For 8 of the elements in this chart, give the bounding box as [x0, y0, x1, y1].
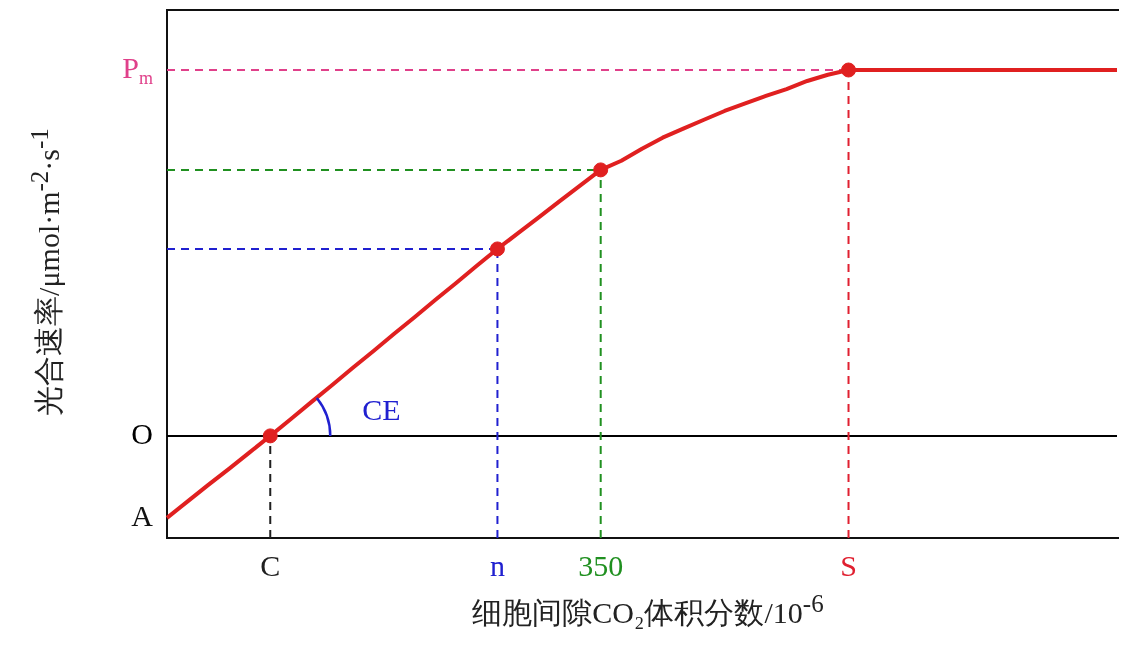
x-tick-label: n	[489, 548, 505, 582]
annotation: CE	[362, 392, 401, 426]
x-tick-label: C	[260, 548, 281, 582]
x-axis-title: 细胞间隙CO₂体积分数/10$^{-6}$	[471, 590, 825, 631]
text: A	[131, 498, 154, 532]
x-tick-label: S	[840, 548, 857, 582]
ref-line-label: O	[131, 416, 154, 450]
x-tick-label: 350	[578, 548, 624, 582]
